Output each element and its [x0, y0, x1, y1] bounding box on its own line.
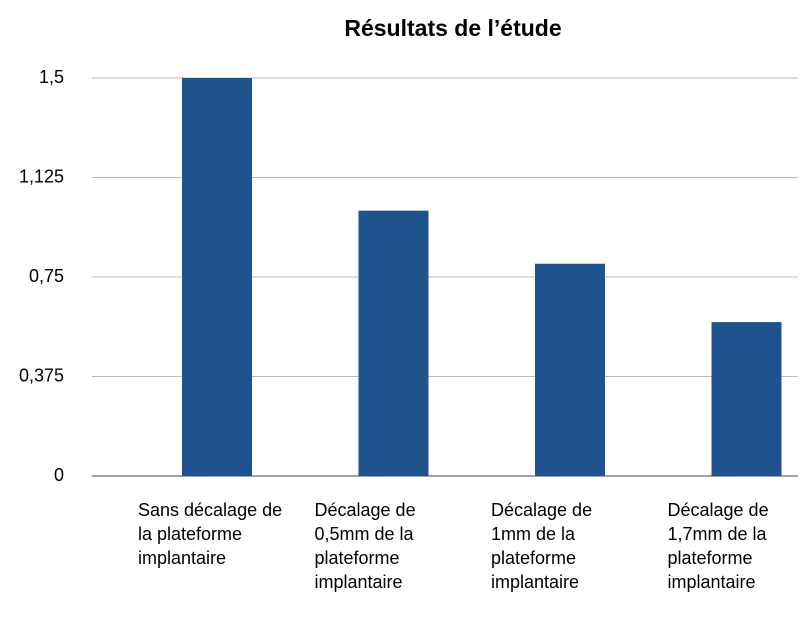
bar: [182, 78, 252, 476]
y-tick-label: 0,75: [29, 266, 64, 286]
y-tick-label: 0: [54, 465, 64, 485]
y-tick-label: 1,125: [19, 166, 64, 186]
bar: [358, 210, 429, 476]
y-tick-label: 1,5: [39, 67, 64, 87]
bar: [535, 263, 605, 476]
chart-title: Résultats de l’étude: [344, 15, 561, 41]
x-tick-label: Décalage de 1,7mm de la plateforme impla…: [667, 500, 769, 592]
x-tick-label: Décalage de 1mm de la plateforme implant…: [491, 500, 593, 592]
bar: [711, 322, 782, 476]
x-tick-label: Décalage de 0,5mm de la plateforme impla…: [314, 500, 416, 592]
y-tick-label: 0,375: [19, 365, 64, 385]
x-tick-label: Sans décalage de la plateforme implantai…: [138, 500, 283, 568]
